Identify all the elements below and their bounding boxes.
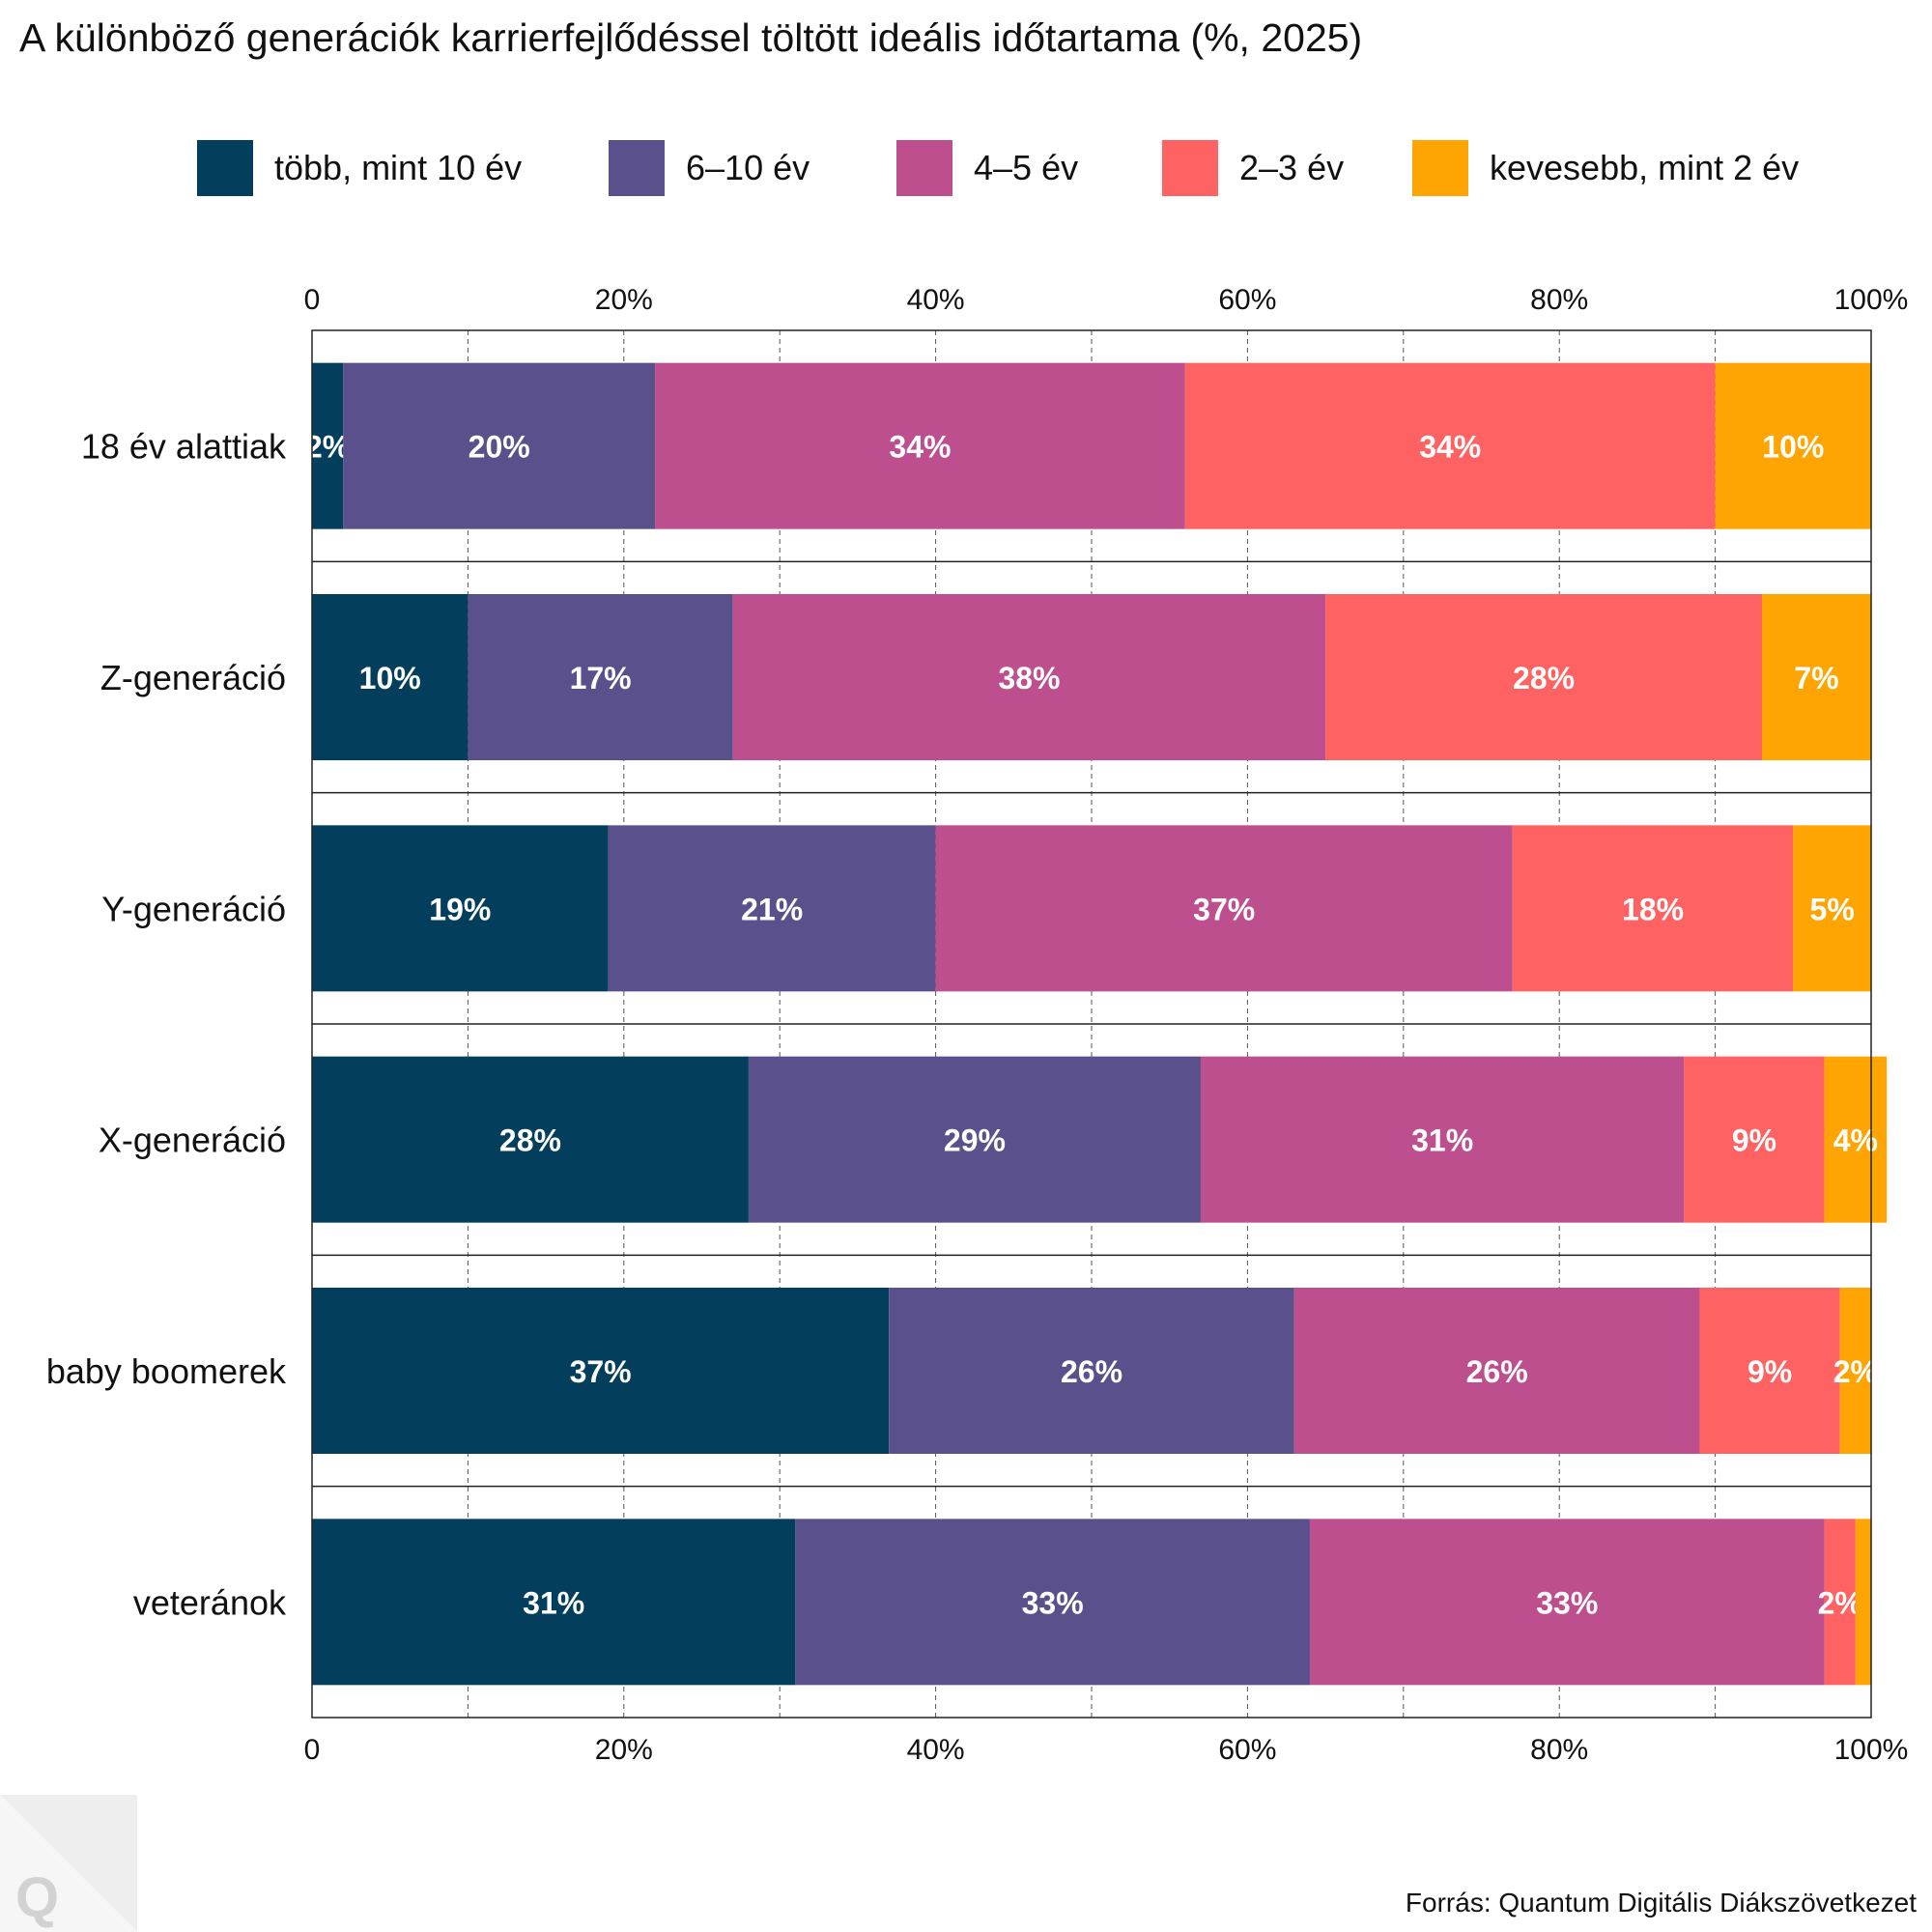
x-tick-label-bottom: 20% <box>595 1734 653 1766</box>
bar-segment <box>1699 1288 1840 1454</box>
x-tick-label-bottom: 40% <box>907 1734 965 1766</box>
value-label: 17% <box>570 661 632 696</box>
logo-corner-shape <box>0 1795 137 1932</box>
value-label: 37% <box>570 1354 632 1389</box>
x-tick-label-top: 60% <box>1218 284 1276 316</box>
legend-swatch <box>197 140 253 196</box>
legend-label: több, mint 10 év <box>274 148 523 187</box>
x-tick-label-bottom: 0 <box>304 1734 321 1766</box>
value-label: 37% <box>1193 892 1255 926</box>
bar-segment <box>795 1519 1310 1686</box>
chart-title: A különböző generációk karrierfejlődésse… <box>19 15 1363 60</box>
x-tick-label-top: 20% <box>595 284 653 316</box>
bar-segment <box>935 825 1513 992</box>
bar-segment <box>1309 1519 1825 1686</box>
value-label: 31% <box>523 1585 584 1620</box>
value-label: 20% <box>469 430 530 465</box>
value-label: 31% <box>1411 1123 1473 1158</box>
value-label: 28% <box>1513 661 1575 696</box>
bar-segment <box>1184 362 1716 529</box>
bar-segment <box>312 825 609 992</box>
bar-segment <box>312 362 344 529</box>
value-label: 33% <box>1022 1585 1084 1620</box>
value-label: 28% <box>499 1123 561 1158</box>
x-tick-label-top: 80% <box>1530 284 1588 316</box>
x-tick-label-bottom: 60% <box>1218 1734 1276 1766</box>
bar-segment <box>608 825 936 992</box>
category-label: X-generáció <box>99 1121 286 1160</box>
value-label: 9% <box>1747 1354 1792 1389</box>
x-tick-label-top: 0 <box>304 284 321 316</box>
bar-segment <box>1824 1519 1856 1686</box>
source-note: Forrás: Quantum Digitális Diákszövetkeze… <box>1405 1888 1917 1918</box>
bar-segment <box>1200 1056 1685 1223</box>
bar-segment <box>732 594 1326 760</box>
legend-swatch <box>1412 140 1468 196</box>
bar-segment <box>312 594 469 760</box>
value-label: 29% <box>944 1123 1006 1158</box>
category-label: Y-generáció <box>101 889 286 928</box>
value-label: 34% <box>1419 430 1481 465</box>
value-label: 5% <box>1810 892 1855 926</box>
bar-segment <box>1293 1288 1700 1454</box>
legend-swatch <box>896 140 952 196</box>
value-label: 34% <box>889 430 951 465</box>
category-label: baby boomerek <box>46 1351 287 1391</box>
bar-segment <box>1793 825 1871 992</box>
category-label: veteránok <box>133 1582 287 1622</box>
value-label: 10% <box>359 661 421 696</box>
bar-segment <box>1839 1288 1871 1454</box>
value-label: 18% <box>1622 892 1684 926</box>
bar-segment <box>1684 1056 1825 1223</box>
x-tick-label-bottom: 80% <box>1530 1734 1588 1766</box>
bar-segment <box>1715 362 1871 529</box>
bar-segment <box>312 1288 890 1454</box>
value-label: 21% <box>741 892 803 926</box>
logo-letter: Q <box>15 1866 59 1929</box>
publisher-logo: Q <box>0 1795 137 1932</box>
bar-segment <box>655 362 1185 529</box>
bar-segment <box>312 1056 749 1223</box>
value-label: 26% <box>1061 1354 1122 1389</box>
legend-swatch <box>1162 140 1218 196</box>
value-label: 26% <box>1466 1354 1528 1389</box>
value-label: 7% <box>1794 661 1838 696</box>
legend-label: 2–3 év <box>1239 148 1345 187</box>
x-tick-label-top: 40% <box>907 284 965 316</box>
value-label: 38% <box>998 661 1060 696</box>
bar-segment <box>1512 825 1794 992</box>
bar-segment <box>889 1288 1294 1454</box>
bar-segment <box>748 1056 1201 1223</box>
x-tick-label-top: 100% <box>1834 284 1909 316</box>
value-label: 10% <box>1762 430 1824 465</box>
bar-segment <box>1855 1519 1871 1686</box>
category-label: Z-generáció <box>100 658 286 697</box>
legend-label: kevesebb, mint 2 év <box>1490 148 1800 187</box>
value-label: 2% <box>1818 1585 1862 1620</box>
value-label: 19% <box>429 892 491 926</box>
bar-segment <box>1824 1056 1888 1223</box>
plot-frame <box>311 329 1872 1719</box>
value-label: 33% <box>1536 1585 1598 1620</box>
x-tick-label-bottom: 100% <box>1834 1734 1909 1766</box>
legend-label: 6–10 év <box>686 148 810 187</box>
bar-segment <box>343 362 656 529</box>
bar-segment <box>312 1519 796 1686</box>
category-label: 18 év alattiak <box>81 427 287 467</box>
bar-segment <box>468 594 733 760</box>
bar-segment <box>1325 594 1763 760</box>
legend-swatch <box>609 140 665 196</box>
bar-segment <box>1762 594 1871 760</box>
value-label: 9% <box>1732 1123 1776 1158</box>
legend-label: 4–5 év <box>974 148 1079 187</box>
